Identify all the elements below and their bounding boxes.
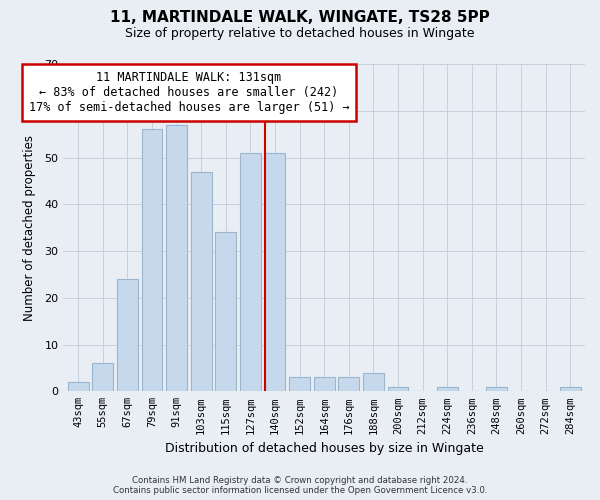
Bar: [437, 386, 458, 392]
Bar: [338, 378, 359, 392]
Y-axis label: Number of detached properties: Number of detached properties: [23, 134, 36, 320]
Bar: [142, 130, 163, 392]
Bar: [117, 279, 138, 392]
Bar: [560, 386, 581, 392]
Text: Contains HM Land Registry data © Crown copyright and database right 2024.
Contai: Contains HM Land Registry data © Crown c…: [113, 476, 487, 495]
Bar: [289, 378, 310, 392]
Bar: [314, 378, 335, 392]
Text: Size of property relative to detached houses in Wingate: Size of property relative to detached ho…: [125, 28, 475, 40]
Bar: [68, 382, 89, 392]
Bar: [388, 386, 409, 392]
Bar: [191, 172, 212, 392]
Bar: [265, 153, 286, 392]
Text: 11 MARTINDALE WALK: 131sqm
← 83% of detached houses are smaller (242)
17% of sem: 11 MARTINDALE WALK: 131sqm ← 83% of deta…: [29, 71, 349, 114]
Bar: [363, 372, 384, 392]
Bar: [486, 386, 507, 392]
Bar: [166, 125, 187, 392]
Text: 11, MARTINDALE WALK, WINGATE, TS28 5PP: 11, MARTINDALE WALK, WINGATE, TS28 5PP: [110, 10, 490, 25]
Bar: [240, 153, 261, 392]
Bar: [92, 364, 113, 392]
X-axis label: Distribution of detached houses by size in Wingate: Distribution of detached houses by size …: [165, 442, 484, 455]
Bar: [215, 232, 236, 392]
